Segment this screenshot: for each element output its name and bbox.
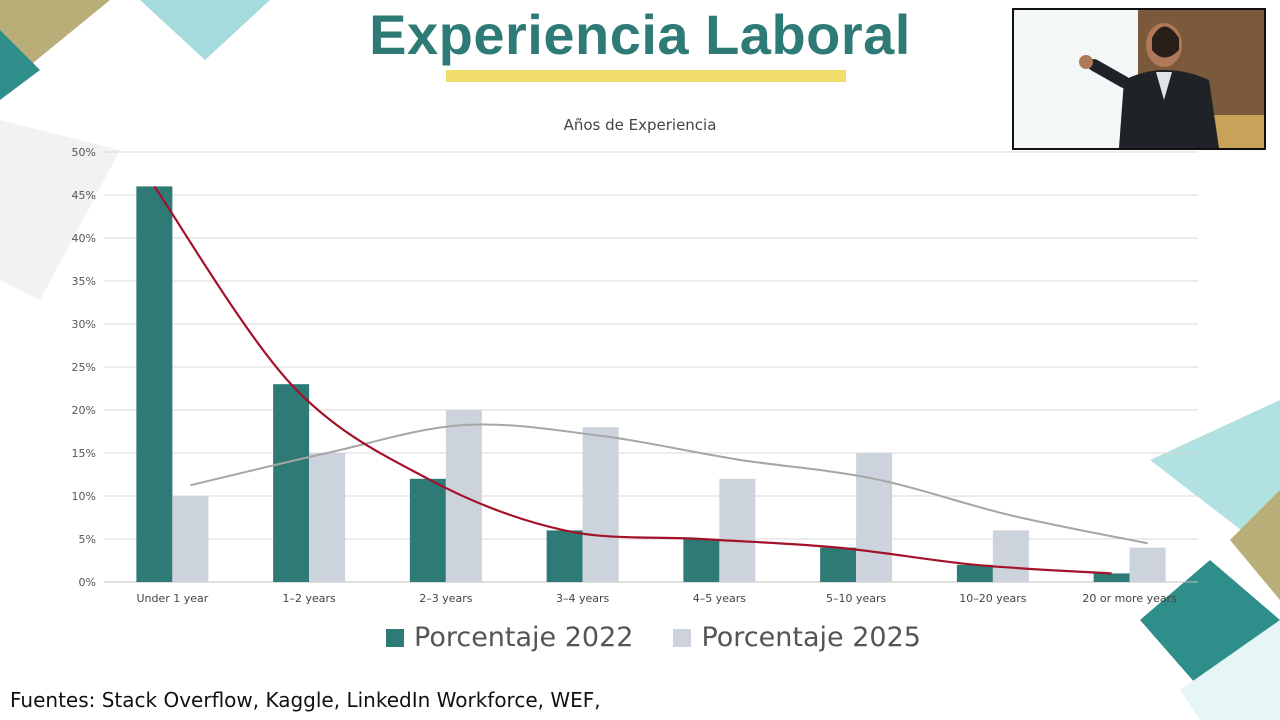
x-tick-label: 3–4 years xyxy=(556,592,610,605)
x-tick-label: Under 1 year xyxy=(136,592,208,605)
x-tick-label: 4–5 years xyxy=(693,592,747,605)
corner-decoration xyxy=(1230,490,1280,600)
corner-decoration xyxy=(140,0,270,60)
bar-2022 xyxy=(136,186,173,582)
bar-2022 xyxy=(546,530,583,582)
trendline-2022 xyxy=(153,185,1112,575)
bar-2022 xyxy=(683,539,720,582)
legend-item-2022: Porcentaje 2022 xyxy=(386,622,633,653)
bar-2022 xyxy=(273,384,310,582)
y-tick-label: 0% xyxy=(79,576,96,589)
x-tick-label: 1–2 years xyxy=(282,592,336,605)
corner-decoration xyxy=(1150,400,1280,560)
x-tick-label: 10–20 years xyxy=(959,592,1027,605)
y-tick-label: 50% xyxy=(72,146,96,159)
sources-note: Fuentes: Stack Overflow, Kaggle, LinkedI… xyxy=(10,688,601,712)
y-tick-label: 45% xyxy=(72,189,96,202)
bar-2025 xyxy=(992,530,1029,582)
bar-2025 xyxy=(1129,547,1166,582)
bar-2025 xyxy=(856,453,893,582)
bar-2025 xyxy=(582,427,619,582)
corner-decoration xyxy=(0,120,120,300)
legend-label-2022: Porcentaje 2022 xyxy=(414,622,634,653)
corner-decoration xyxy=(1180,620,1280,720)
y-tick-label: 20% xyxy=(72,404,96,417)
title-underline xyxy=(446,70,846,82)
y-tick-label: 25% xyxy=(72,361,96,374)
y-tick-label: 5% xyxy=(79,533,96,546)
x-tick-label: 5–10 years xyxy=(826,592,887,605)
chart-title: Años de Experiencia xyxy=(563,116,717,134)
bar-2025 xyxy=(719,478,756,582)
legend-swatch-2022 xyxy=(386,628,404,647)
presenter-video xyxy=(1012,8,1266,150)
trendline-2025 xyxy=(190,423,1148,545)
y-tick-label: 40% xyxy=(72,232,96,245)
bar-2022 xyxy=(409,478,446,582)
y-tick-label: 35% xyxy=(72,275,96,288)
bar-2022 xyxy=(820,547,857,582)
legend-label-2025: Porcentaje 2025 xyxy=(701,622,921,653)
y-tick-label: 15% xyxy=(72,447,96,460)
bar-2025 xyxy=(172,496,209,582)
x-tick-label: 2–3 years xyxy=(419,592,473,605)
bar-2022 xyxy=(1093,573,1130,582)
y-tick-label: 30% xyxy=(72,318,96,331)
corner-decoration xyxy=(1140,560,1280,700)
legend-item-2025: Porcentaje 2025 xyxy=(673,622,921,653)
chart-legend: Porcentaje 2022 Porcentaje 2025 xyxy=(386,622,961,653)
legend-swatch-2025 xyxy=(673,628,692,647)
bar-2022 xyxy=(956,564,993,582)
slide-title: Experiencia Laboral xyxy=(369,3,911,66)
corner-decoration xyxy=(0,30,40,100)
bar-2025 xyxy=(309,453,346,582)
x-tick-label: 20 or more years xyxy=(1082,592,1177,605)
presenter-video-icon xyxy=(1014,10,1264,148)
y-tick-label: 10% xyxy=(72,490,96,503)
